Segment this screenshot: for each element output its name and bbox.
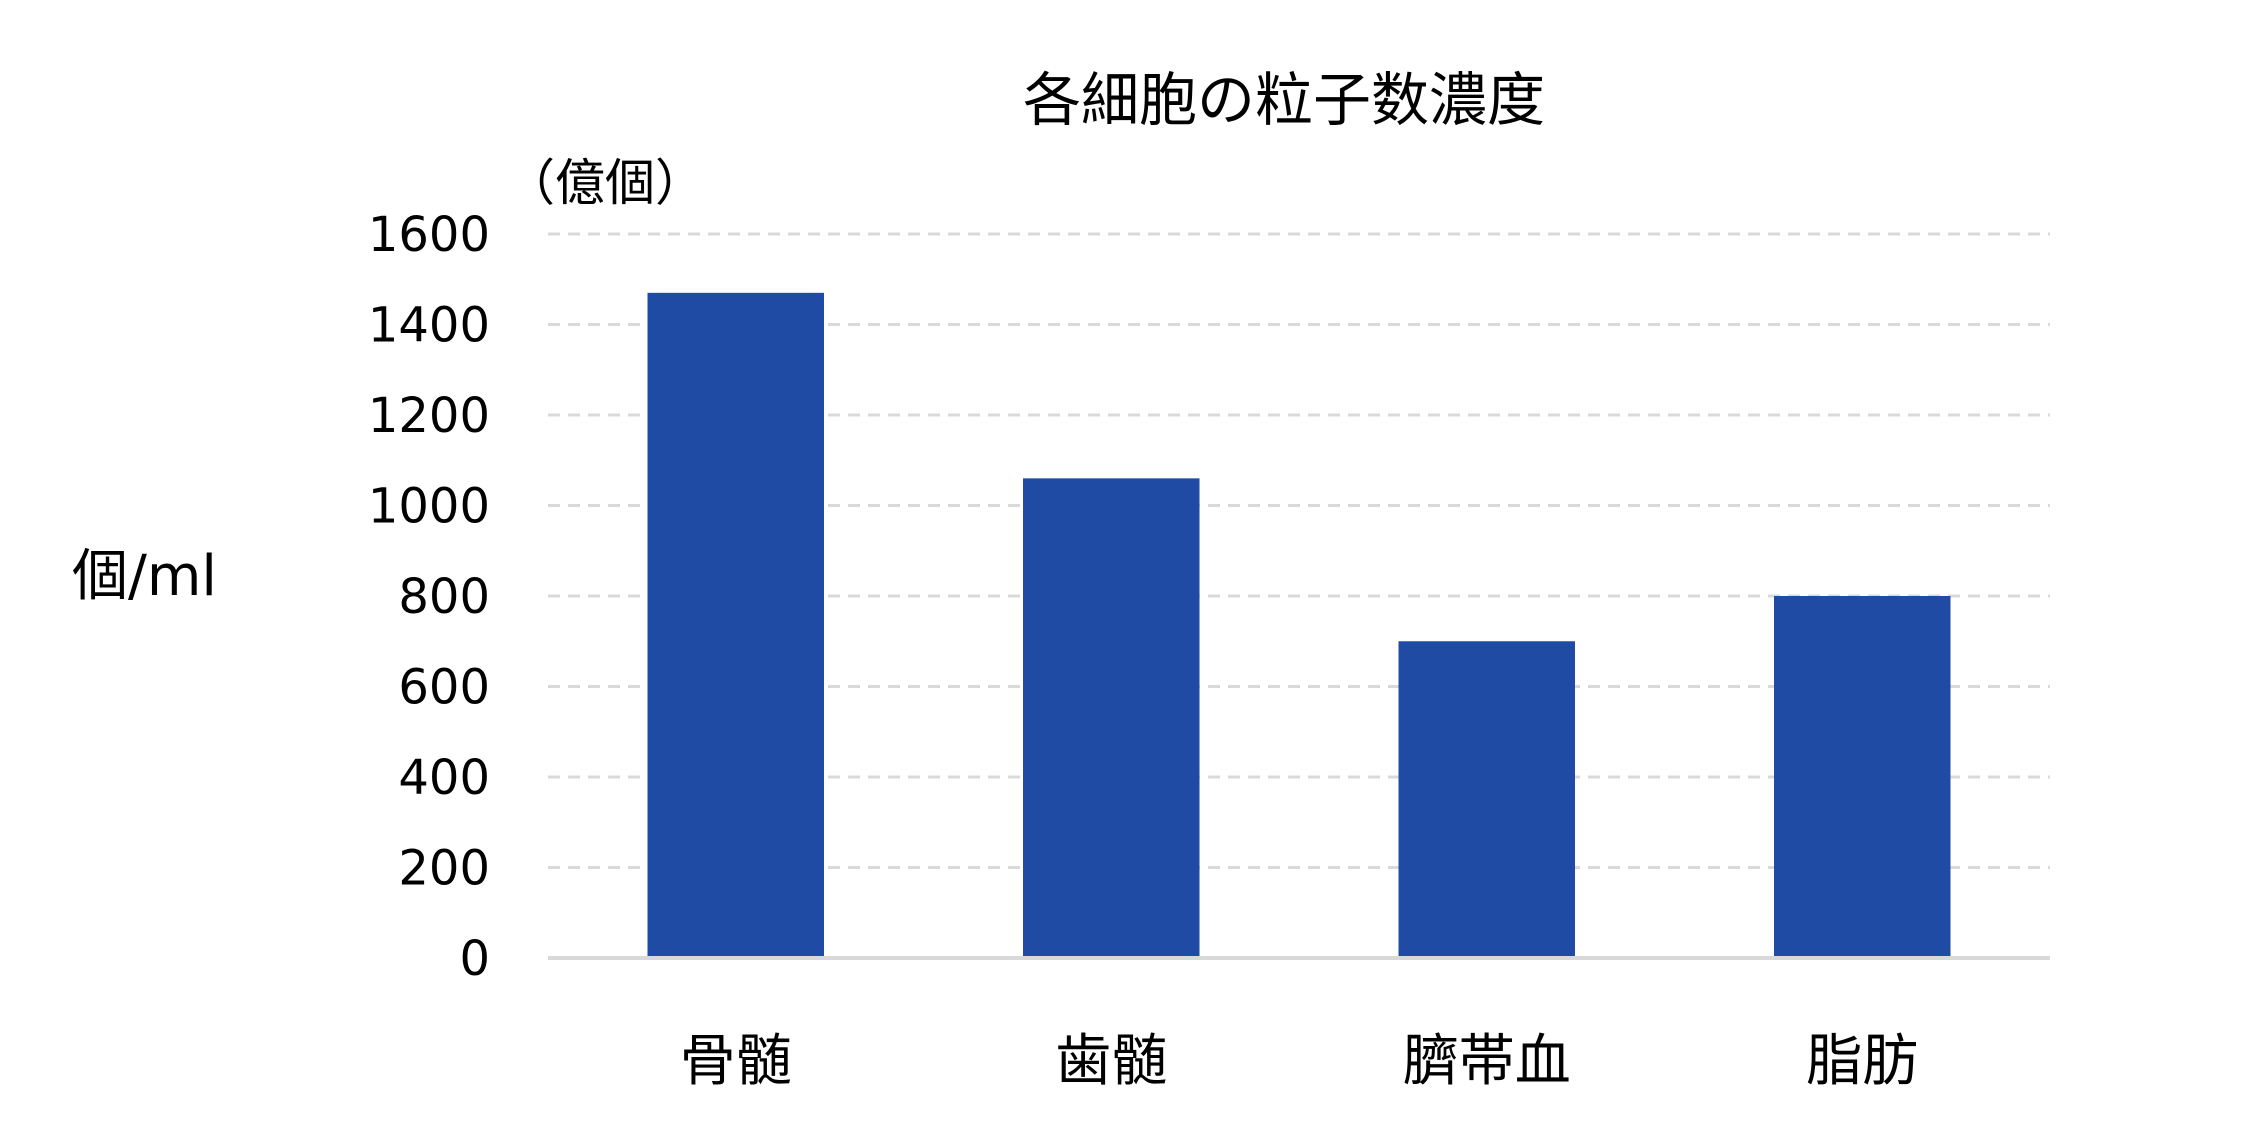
y-tick-label: 200: [398, 841, 490, 897]
chart-title: 各細胞の粒子数濃度: [1023, 66, 1545, 134]
y-tick-label: 1400: [368, 298, 490, 354]
x-category-label: 歯髄: [1055, 1029, 1167, 1094]
bar: [1023, 478, 1200, 958]
y-tick-label: 800: [398, 569, 490, 625]
bars: [647, 292, 1951, 958]
bar: [647, 292, 824, 958]
y-tick-label: 400: [398, 750, 490, 806]
y-axis-label: 個/ml: [72, 544, 217, 609]
y-tick-label: 600: [398, 660, 490, 716]
x-category-label: 骨髄: [680, 1029, 792, 1094]
y-tick-label: 1600: [368, 207, 490, 263]
x-axis-labels: 骨髄 歯髄 臍帯血 脂肪: [680, 1029, 1919, 1094]
y-axis-ticks: 0 200 400 600 800 1000 1200 1400 1600: [368, 207, 490, 987]
y-tick-label: 1000: [368, 479, 490, 535]
bar: [1398, 641, 1575, 958]
x-category-label: 脂肪: [1806, 1029, 1918, 1094]
unit-label: （億個）: [505, 154, 705, 212]
y-tick-label: 0: [459, 931, 490, 987]
x-category-label: 臍帯血: [1403, 1029, 1571, 1094]
bar: [1774, 596, 1951, 958]
y-tick-label: 1200: [368, 388, 490, 444]
